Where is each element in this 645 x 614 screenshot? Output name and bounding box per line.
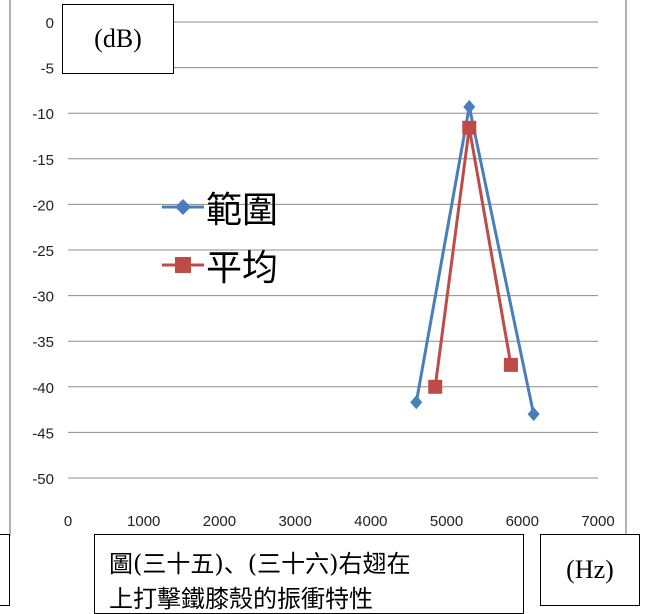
figure-caption: 圖(三十五)、(三十六)右翅在 上打擊鐵膝殼的振衝特性 [94, 534, 524, 614]
line-chart: 0 -5 -10 -15 -20 -25 -30 -35 -40 -45 -50 0 1000 2000 3… [9, 0, 627, 536]
y-tick-label: -5 [41, 61, 54, 78]
data-point-diamond [463, 99, 476, 114]
x-tick-label: 7000 [581, 513, 614, 530]
y-tick-label: -45 [32, 425, 54, 442]
left-edge-box [0, 534, 10, 606]
legend-label-average: 平均 [206, 248, 279, 289]
y-tick-label: -50 [32, 471, 54, 488]
legend: 範圍 平均 [162, 178, 278, 294]
x-tick-label: 6000 [506, 513, 539, 530]
diamond-marker-icon [162, 199, 204, 215]
square-marker-icon [162, 257, 204, 273]
y-tick-label: -35 [32, 334, 54, 351]
data-point-square [503, 357, 518, 372]
legend-label-range: 範圍 [206, 190, 279, 231]
x-tick-label: 4000 [354, 513, 387, 530]
y-tick-label: 0 [46, 15, 54, 32]
plot-area: 0 -5 -10 -15 -20 -25 -30 -35 -40 -45 -50 0 1000 2000 3… [8, 0, 628, 536]
x-unit-label: (Hz) [540, 534, 640, 606]
y-tick-label: -30 [32, 289, 54, 306]
x-tick-label: 5000 [430, 513, 463, 530]
data-point-square [462, 120, 477, 135]
y-tick-label: -10 [32, 106, 54, 123]
legend-item-range: 範圍 [162, 178, 278, 236]
y-tick-label: -40 [32, 380, 54, 397]
y-tick-label: -15 [32, 152, 54, 169]
data-point-diamond [410, 395, 423, 410]
y-unit-label: (dB) [62, 4, 174, 74]
y-tick-label: -20 [32, 197, 54, 214]
x-tick-label: 3000 [278, 513, 311, 530]
data-point-diamond [527, 407, 540, 422]
y-tick-label: -25 [32, 243, 54, 260]
x-tick-label: 0 [64, 513, 72, 530]
caption-line-1: 圖(三十五)、(三十六)右翅在 [109, 550, 411, 578]
x-tick-label: 2000 [203, 513, 236, 530]
legend-item-average: 平均 [162, 236, 278, 294]
data-point-square [428, 379, 443, 394]
caption-line-2: 上打擊鐵膝殼的振衝特性 [109, 584, 373, 613]
x-tick-label: 1000 [127, 513, 160, 530]
